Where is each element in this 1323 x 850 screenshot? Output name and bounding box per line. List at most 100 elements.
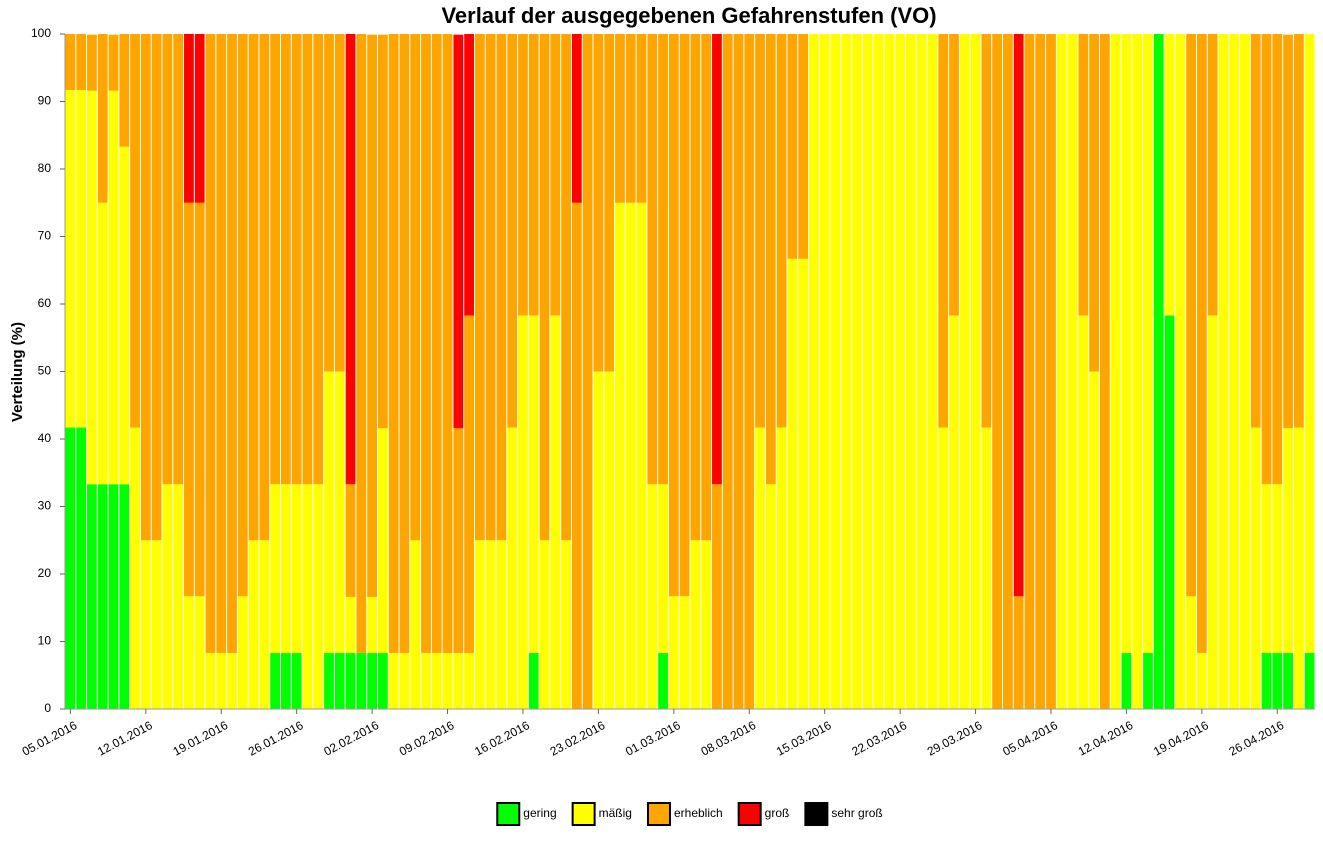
bar-segment (1175, 34, 1186, 709)
bar-segment (1013, 34, 1024, 597)
bar-segment (151, 540, 162, 709)
x-tick-label: 05.04.2016 (1000, 718, 1060, 759)
bar-segment (313, 34, 324, 485)
bar-segment (431, 652, 442, 709)
bar-segment (431, 34, 442, 653)
bar-segment (453, 652, 464, 709)
bar-segment (1035, 34, 1046, 709)
bar-segment (356, 652, 367, 709)
x-tick-label: 16.02.2016 (472, 718, 532, 759)
bar-segment (1196, 34, 1207, 653)
bar-segment (345, 652, 356, 709)
y-tick-label: 70 (38, 229, 52, 243)
bar-segment (291, 484, 302, 653)
bar-segment (959, 34, 970, 709)
bar-segment (1164, 315, 1175, 709)
bar-segment (130, 427, 140, 709)
bar-segment (561, 540, 571, 709)
bar-segment (367, 652, 377, 709)
bar-segment (324, 371, 334, 653)
x-tick-label: 22.03.2016 (849, 718, 909, 759)
bar-segment (1078, 315, 1089, 709)
bar-segment (539, 540, 550, 709)
bar-segment (679, 596, 690, 709)
bar-segment (593, 34, 604, 372)
bar-segment (65, 427, 76, 709)
bar-segment (852, 34, 862, 709)
bar-segment (1132, 34, 1143, 709)
bar-segment (485, 540, 496, 709)
bar-segment (938, 34, 949, 428)
bar-segment (378, 34, 388, 429)
bar-segment (291, 34, 302, 485)
bar-segment (324, 652, 334, 709)
bar-segment (658, 34, 668, 485)
bar-segment (701, 540, 712, 709)
legend-label: gering (523, 806, 556, 820)
bar-segment (140, 540, 151, 709)
x-tick-label: 26.04.2016 (1227, 718, 1287, 759)
bar-segment (194, 596, 205, 709)
bar-segment (237, 34, 248, 597)
y-tick-label: 30 (38, 499, 52, 513)
bar-segment (1099, 34, 1110, 709)
bar-segment (830, 34, 841, 709)
bar-segment (205, 34, 216, 653)
bar-segment (76, 34, 87, 91)
bar-segment (1089, 34, 1099, 372)
bar-segment (356, 34, 367, 653)
bar-segment (550, 315, 561, 709)
legend-swatch (646, 802, 671, 826)
bar-segment (184, 596, 194, 709)
bar-segment (108, 34, 119, 91)
bar-segment (237, 596, 248, 709)
bar-segment (1046, 34, 1056, 709)
bar-segment (916, 34, 927, 709)
bar-segment (906, 34, 916, 709)
bar-segment (453, 34, 464, 429)
bar-segment (776, 34, 787, 428)
bar-segment (701, 34, 712, 541)
bar-segment (1272, 484, 1283, 653)
x-tick-label: 01.03.2016 (623, 718, 683, 759)
bar-segment (281, 652, 291, 709)
bar-segment (571, 202, 582, 709)
bar-segment (1078, 34, 1089, 316)
bar-segment (1056, 34, 1067, 709)
bar-segment (1121, 652, 1132, 709)
y-tick-label: 20 (38, 566, 52, 580)
x-tick-label: 29.03.2016 (925, 718, 985, 759)
bar-segment (1067, 34, 1078, 709)
y-tick-label: 10 (38, 634, 52, 648)
bar-segment (604, 34, 615, 372)
bar-segment (1272, 652, 1283, 709)
bar-segment (334, 34, 345, 372)
bar-segment (668, 596, 679, 709)
x-tick-label: 26.01.2016 (246, 718, 306, 759)
y-tick-label: 50 (38, 364, 52, 378)
bar-segment (87, 484, 97, 709)
bar-segment (1164, 34, 1175, 316)
bar-segment (582, 34, 593, 709)
bar-segment (1207, 315, 1218, 709)
bar-segment (539, 34, 550, 541)
bar-segment (970, 34, 981, 709)
y-tick-label: 90 (38, 94, 52, 108)
bar-segment (992, 34, 1002, 709)
legend-swatch (496, 802, 521, 826)
x-tick-label: 05.01.2016 (20, 718, 80, 759)
legend: gering mäßig erheblich groß sehr groß (496, 802, 883, 826)
bar-segment (798, 258, 809, 709)
bar-segment (1207, 34, 1218, 316)
bar-segment (442, 34, 453, 653)
bar-segment (561, 34, 571, 541)
bar-segment (1143, 34, 1153, 653)
bar-segment (507, 427, 518, 709)
bar-segment (248, 540, 259, 709)
bar-segment (1153, 34, 1164, 709)
bar-segment (647, 484, 658, 709)
bar-segment (281, 484, 291, 653)
bar-segment (270, 34, 281, 485)
bar-segment (733, 34, 744, 709)
bar-segment (787, 34, 798, 259)
